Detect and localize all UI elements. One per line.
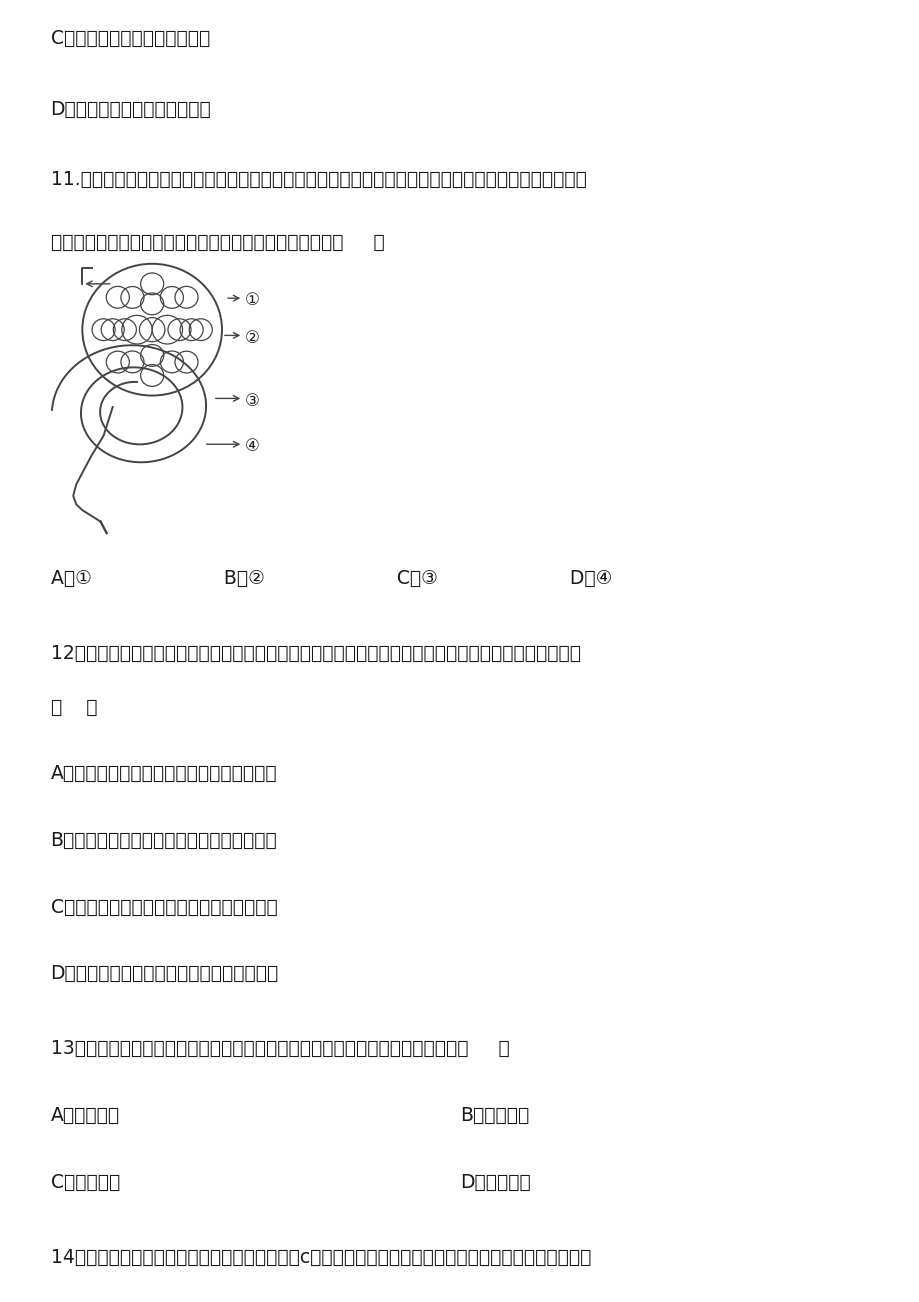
Text: 13．笔筒树高大挺拔，有根、茎、叶的分化，叶片背面有孢子囊群。推测其属于（     ）: 13．笔筒树高大挺拔，有根、茎、叶的分化，叶片背面有孢子囊群。推测其属于（ ）: [51, 1039, 509, 1059]
Text: D．胎生、哺乳能够提高非洲狮后代的成活率: D．胎生、哺乳能够提高非洲狮后代的成活率: [51, 965, 278, 983]
Text: D．形成视觉的部位在视网膜上: D．形成视觉的部位在视网膜上: [51, 99, 211, 118]
Text: ④: ④: [244, 437, 259, 456]
Text: A．非洲狮的运动系统由骨、关节和肌肉组成: A．非洲狮的运动系统由骨、关节和肌肉组成: [51, 764, 277, 784]
Text: C．非洲狮捕捉猎物的过程有分工合作的特点: C．非洲狮捕捉猎物的过程有分工合作的特点: [51, 897, 277, 917]
Text: 11.人大量食用红肉火龙果后尿液会变红，原因是火龙果中的甜菜红素难以被分解，随尿液排出。尿的形成: 11.人大量食用红肉火龙果后尿液会变红，原因是火龙果中的甜菜红素难以被分解，随尿…: [51, 171, 585, 189]
Text: B．非洲狮群体捕猎的行为与其遗传物质无关: B．非洲狮群体捕猎的行为与其遗传物质无关: [51, 831, 277, 850]
Text: 12．一群非洲狮遇到猎物时，最有战斗力的雄狮负责指挥，其他个体负责驱赶和捕捉。下列叙述错误的是: 12．一群非洲狮遇到猎物时，最有战斗力的雄狮负责指挥，其他个体负责驱赶和捕捉。下…: [51, 643, 580, 663]
Text: C．裸子植物: C．裸子植物: [51, 1173, 119, 1191]
Text: D．被子植物: D．被子植物: [460, 1173, 530, 1191]
Text: A．苔藓植物: A．苔藓植物: [51, 1105, 119, 1125]
Text: ③: ③: [244, 392, 259, 410]
Text: 过程如图所示，在甜菜红素排出过程中，不经过的结构是（     ）: 过程如图所示，在甜菜红素排出过程中，不经过的结构是（ ）: [51, 233, 384, 251]
Text: C．挥笔写字需要神经系统调节: C．挥笔写字需要神经系统调节: [51, 29, 210, 48]
Text: ②: ②: [244, 328, 259, 346]
Text: A．①                      B．②                      C．③                      D．④: A．① B．② C．③ D．④: [51, 569, 611, 587]
Text: ①: ①: [244, 292, 259, 310]
Text: （    ）: （ ）: [51, 698, 97, 716]
Text: 14．比较各种生物的同一种蛋白质（如细胞色素c）的氨基酸组成，可判断它们之间的亲缘关系。几种生物: 14．比较各种生物的同一种蛋白质（如细胞色素c）的氨基酸组成，可判断它们之间的亲…: [51, 1247, 590, 1267]
Text: B．蕨类植物: B．蕨类植物: [460, 1105, 528, 1125]
